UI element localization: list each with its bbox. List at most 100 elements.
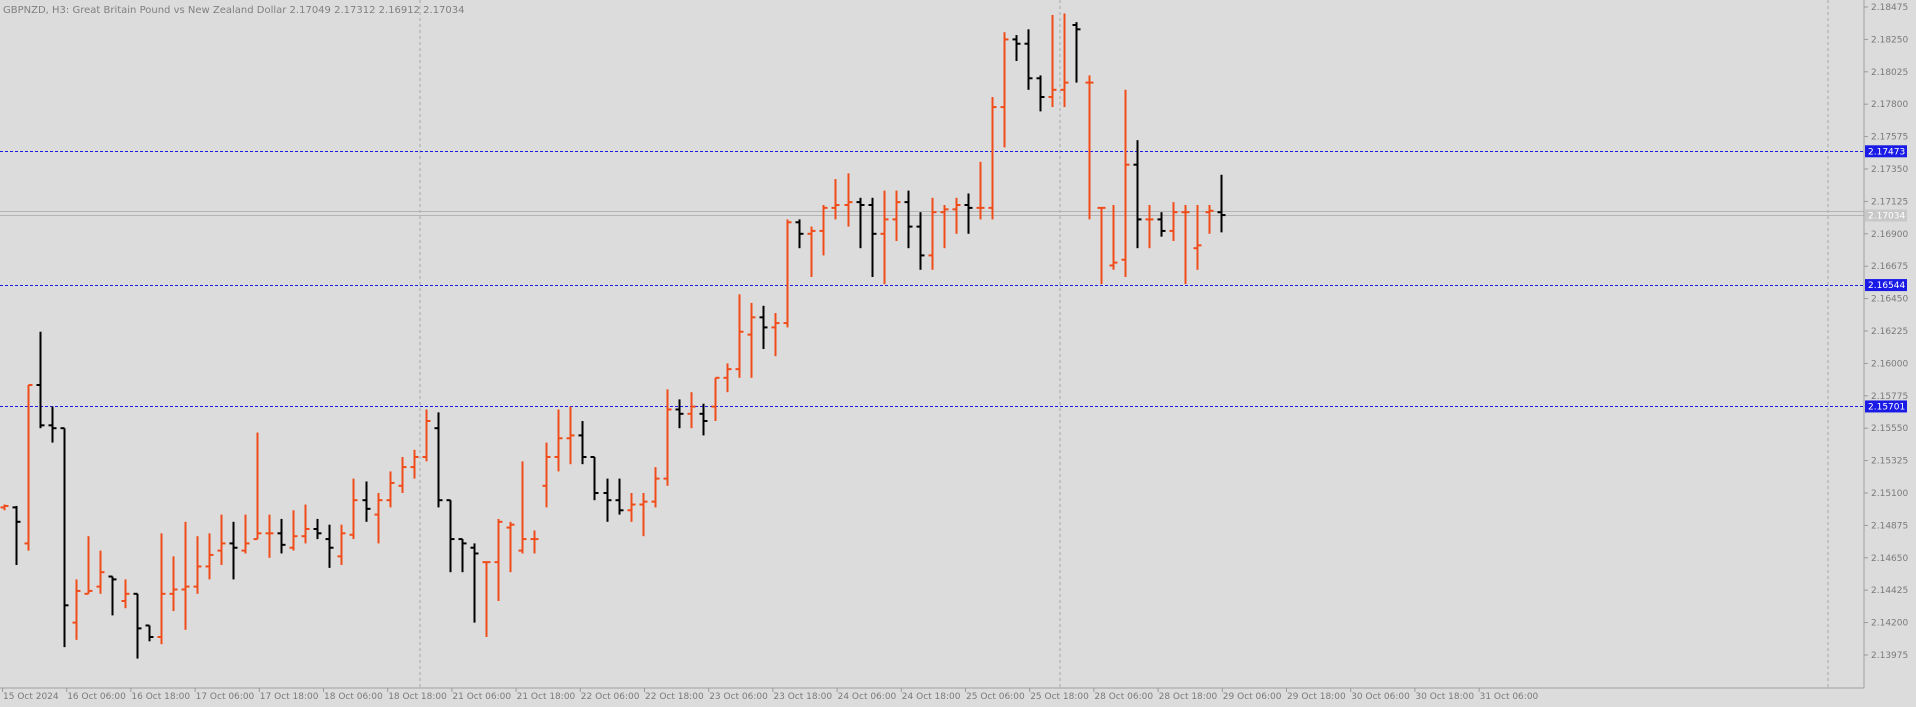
ohlc-bar xyxy=(639,493,648,537)
ohlc-bar xyxy=(410,449,419,479)
y-tick-label: 2.15325 xyxy=(1871,457,1908,467)
y-tick-label: 2.17125 xyxy=(1871,197,1908,207)
x-tick-label: 17 Oct 06:00 xyxy=(196,692,255,702)
ohlc-bar xyxy=(1024,29,1033,90)
y-tick-label: 2.18250 xyxy=(1871,35,1908,45)
ohlc-bar xyxy=(952,197,961,234)
ohlc-bar xyxy=(446,499,455,573)
ohlc-bar xyxy=(819,205,828,256)
ohlc-bar xyxy=(675,399,684,429)
ohlc-bar xyxy=(892,190,901,241)
ohlc-bar xyxy=(578,421,587,465)
ohlc-bar xyxy=(1217,174,1226,233)
x-tick-label: 21 Oct 18:00 xyxy=(517,692,576,702)
ohlc-bar xyxy=(783,219,792,328)
x-tick-label: 28 Oct 06:00 xyxy=(1094,692,1153,702)
ohlc-bar xyxy=(265,514,274,558)
ohlc-bar xyxy=(1012,35,1021,61)
ohlc-bar xyxy=(1169,202,1178,241)
level-price-tag xyxy=(1865,279,1907,292)
y-tick-label: 2.15550 xyxy=(1871,424,1908,434)
ohlc-bar xyxy=(615,478,624,515)
ohlc-bar xyxy=(48,406,57,443)
ohlc-bar xyxy=(627,493,636,522)
ohlc-bar xyxy=(1072,22,1081,83)
y-axis-ticks: 2.18475 2.18250 2.18025 2.17800 2.17575 2.173… xyxy=(1864,3,1908,661)
x-tick-label: 21 Oct 06:00 xyxy=(452,692,511,702)
ohlc-bar xyxy=(976,161,985,220)
x-tick-label: 29 Oct 06:00 xyxy=(1223,692,1282,702)
bid-price-label: 2.17034 xyxy=(1868,212,1905,222)
ohlc-bar xyxy=(663,389,672,486)
ohlc-bar xyxy=(313,518,322,540)
ohlc-bar xyxy=(506,521,515,573)
x-tick-label: 25 Oct 18:00 xyxy=(1030,692,1089,702)
y-tick-label: 2.14875 xyxy=(1871,521,1908,531)
bid-price-tag xyxy=(1865,209,1907,222)
level-price-tag xyxy=(1865,400,1907,413)
y-tick-label: 2.15100 xyxy=(1871,489,1908,499)
ohlc-bar xyxy=(1193,205,1202,270)
y-tick-label: 2.14425 xyxy=(1871,586,1908,596)
ohlc-bar xyxy=(434,412,443,508)
grid-layer xyxy=(419,0,1829,688)
ohlc-bar xyxy=(24,384,33,551)
ohlc-bar xyxy=(723,363,732,393)
ohlc-bar xyxy=(36,331,45,429)
x-axis-ticks: 15 Oct 2024 16 Oct 06:00 16 Oct 18:00 17 Oc… xyxy=(2,688,1539,702)
ohlc-bar xyxy=(1036,75,1045,112)
ohlc-bar xyxy=(398,457,407,493)
y-tick-label: 2.15775 xyxy=(1871,392,1908,402)
ohlc-bar xyxy=(542,442,551,508)
ohlc-bar xyxy=(470,543,479,623)
ohlc-bar xyxy=(169,556,178,612)
ohlc-bar xyxy=(964,193,973,234)
x-tick-label: 25 Oct 06:00 xyxy=(966,692,1025,702)
ohlc-bar xyxy=(0,504,9,511)
y-tick-label: 2.17575 xyxy=(1871,133,1908,143)
y-tick-label: 2.14650 xyxy=(1871,554,1908,564)
x-tick-label: 18 Oct 18:00 xyxy=(388,692,447,702)
ohlc-bar xyxy=(687,392,696,429)
ohlc-bar xyxy=(916,212,925,270)
ohlc-bar xyxy=(795,219,804,249)
level-price-label: 2.15701 xyxy=(1868,402,1905,412)
ohlc-bar xyxy=(133,592,142,659)
ohlc-bar xyxy=(771,313,780,357)
ohlc-bar xyxy=(1000,32,1009,148)
ohlc-bar xyxy=(1060,13,1069,108)
ohlc-bar xyxy=(253,432,262,541)
x-tick-label: 17 Oct 18:00 xyxy=(260,692,319,702)
ohlc-bar xyxy=(108,575,117,616)
x-tick-label: 29 Oct 18:00 xyxy=(1287,692,1346,702)
ohlc-bar xyxy=(1048,14,1057,108)
ohlc-bar xyxy=(157,533,166,645)
ohlc-bar xyxy=(193,536,202,594)
x-tick-label: 18 Oct 06:00 xyxy=(324,692,383,702)
ohlc-bar xyxy=(458,538,467,573)
ohlc-bar xyxy=(229,521,238,580)
ohlc-bar xyxy=(856,197,865,249)
ohlc-bars xyxy=(0,13,1226,659)
axes xyxy=(0,0,1865,689)
ohlc-bar xyxy=(651,467,660,508)
x-tick-label: 22 Oct 18:00 xyxy=(645,692,704,702)
ohlc-bar xyxy=(205,533,214,580)
ohlc-bar xyxy=(72,579,81,640)
ohlc-bar xyxy=(566,406,575,465)
ohlc-bar xyxy=(747,302,756,378)
ohlc-bar xyxy=(494,518,503,601)
y-tick-label: 2.18475 xyxy=(1871,3,1908,13)
ohlc-bar xyxy=(554,409,563,472)
ohlc-bar xyxy=(145,624,154,642)
ohlc-bar xyxy=(735,294,744,378)
ohlc-bar xyxy=(96,550,105,594)
y-tick-label: 2.18025 xyxy=(1871,68,1908,78)
x-tick-label: 24 Oct 06:00 xyxy=(838,692,897,702)
ohlc-bar xyxy=(84,536,93,595)
y-tick-label: 2.14200 xyxy=(1871,619,1908,629)
x-tick-label: 23 Oct 18:00 xyxy=(773,692,832,702)
ohlc-bar xyxy=(181,521,190,630)
